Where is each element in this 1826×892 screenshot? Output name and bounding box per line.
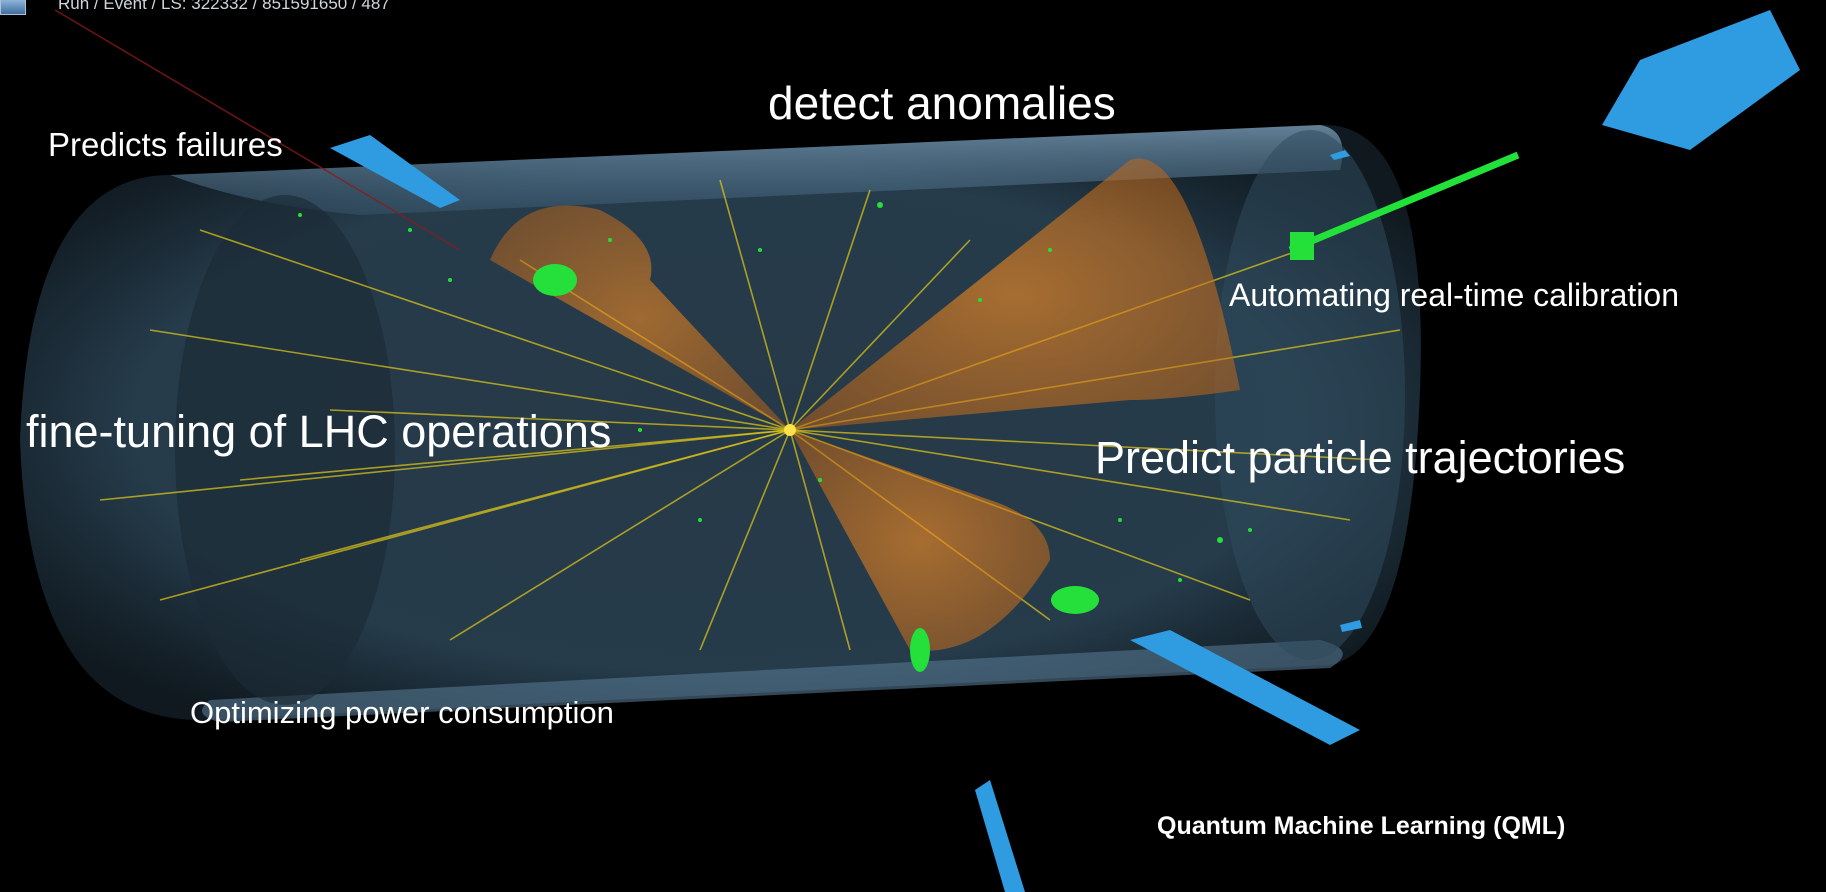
label-predict-trajectories: Predict particle trajectories (1095, 432, 1626, 483)
run-event-info: Run / Event / LS: 322332 / 851591650 / 4… (58, 0, 390, 13)
jet-cones (490, 158, 1240, 651)
collision-vertex (784, 424, 796, 436)
label-optimizing-power: Optimizing power consumption (190, 695, 614, 730)
label-automating-calibration: Automating real-time calibration (1229, 277, 1679, 313)
label-qml: Quantum Machine Learning (QML) (1157, 812, 1566, 840)
label-fine-tuning: fine-tuning of LHC operations (26, 406, 612, 457)
app-icon (0, 0, 26, 15)
detector-hits (298, 202, 1314, 672)
label-predicts-failures: Predicts failures (48, 126, 283, 163)
red-track (54, 9, 461, 251)
muon-chambers (330, 10, 1800, 892)
muon-track (1288, 151, 1520, 254)
label-detect-anomalies: detect anomalies (768, 77, 1116, 129)
